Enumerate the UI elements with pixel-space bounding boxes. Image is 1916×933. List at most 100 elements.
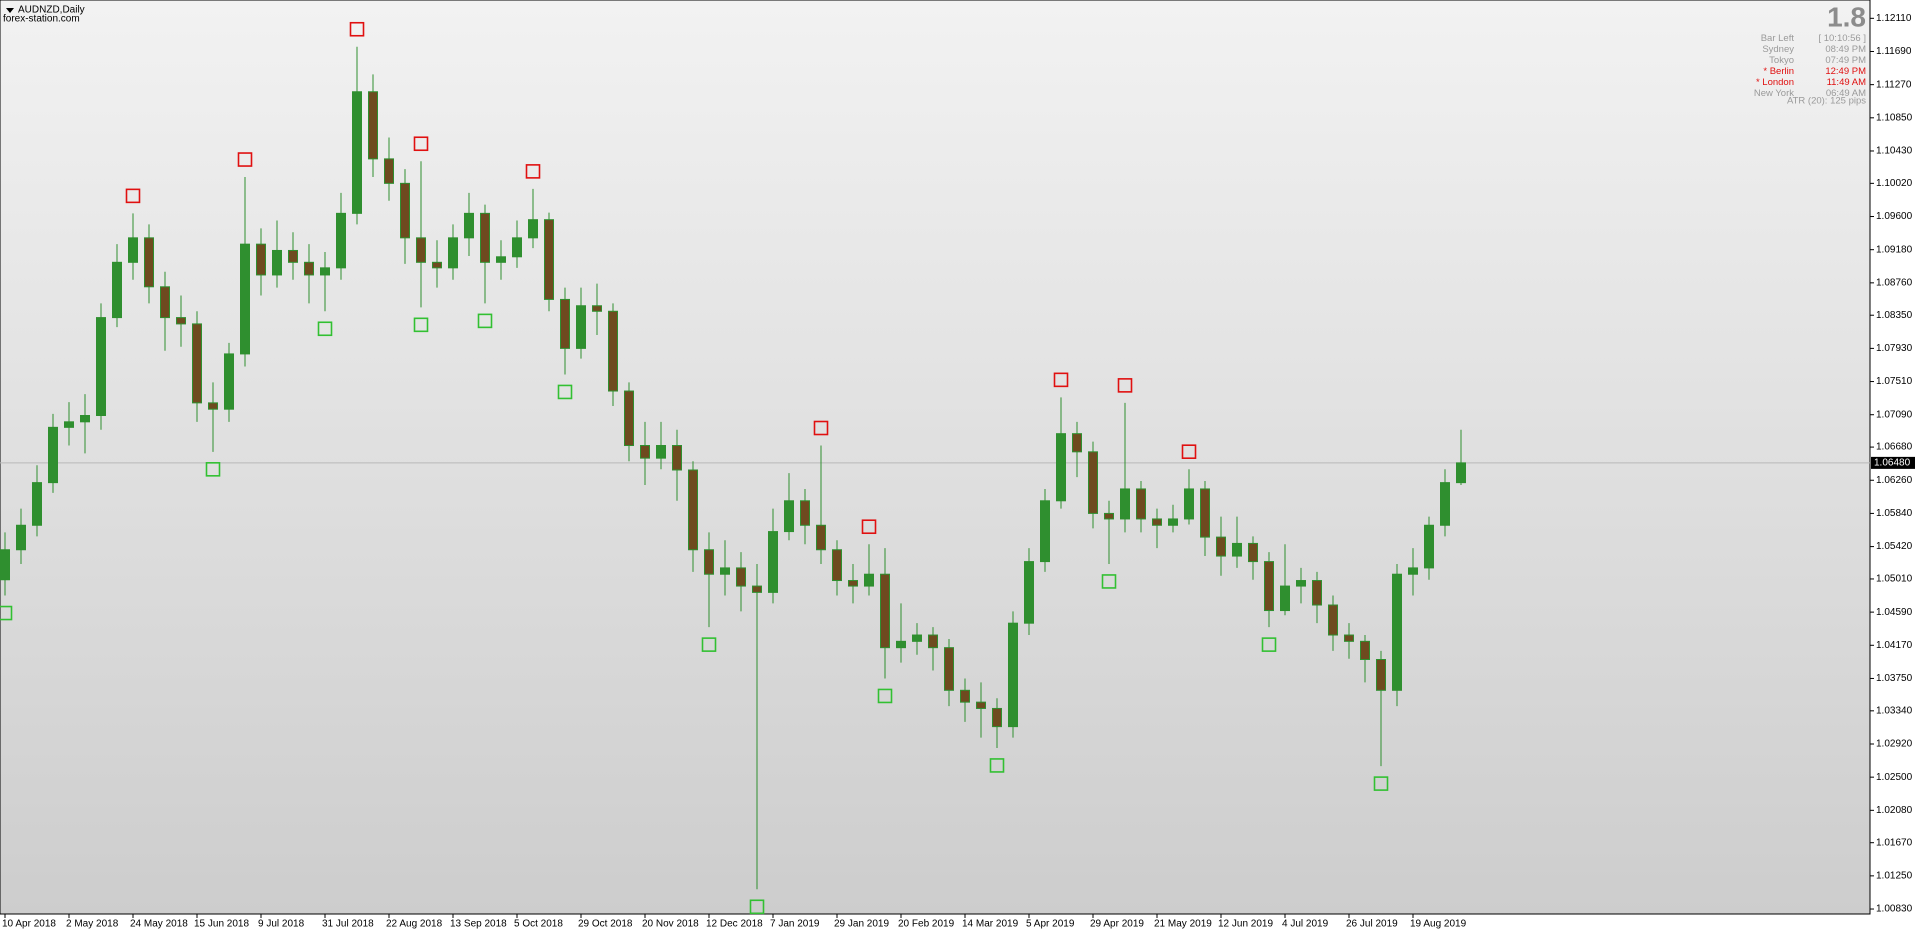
- candle-body: [1088, 451, 1098, 514]
- fractal-up-marker: [525, 164, 541, 179]
- fractal-down-marker: [749, 899, 765, 915]
- candle-body: [672, 445, 682, 471]
- candle-body: [384, 158, 394, 184]
- candle-body: [832, 549, 842, 582]
- candle-body: [528, 219, 538, 239]
- candle-body: [544, 219, 554, 300]
- candle-body: [1072, 433, 1082, 453]
- x-tick-label: 4 Jul 2019: [1282, 919, 1329, 930]
- fractal-up-marker: [813, 420, 829, 436]
- fractal-up-marker: [349, 21, 365, 37]
- x-tick-label: 22 Aug 2018: [386, 919, 443, 930]
- y-tick-label: 1.10020: [1876, 178, 1913, 189]
- info-label: Sydney: [1762, 44, 1794, 55]
- y-tick-label: 1.03340: [1876, 705, 1913, 716]
- candle-body: [448, 237, 458, 269]
- candle-body: [0, 549, 10, 581]
- x-tick-label: 12 Jun 2019: [1218, 919, 1273, 930]
- x-tick-label: 7 Jan 2019: [770, 919, 820, 930]
- y-tick-label: 1.00830: [1876, 904, 1913, 915]
- plot-area: [0, 0, 1871, 915]
- candle-body: [48, 426, 58, 484]
- candle-body: [416, 237, 426, 263]
- candle-body: [1312, 580, 1322, 606]
- candle-body: [1120, 488, 1130, 520]
- info-value: 12:49 PM: [1825, 66, 1866, 77]
- candle-body: [1376, 659, 1386, 691]
- candle-body: [1456, 462, 1466, 484]
- candle-body: [496, 256, 506, 263]
- info-value: 11:49 AM: [1827, 77, 1867, 88]
- x-tick-label: 15 Jun 2018: [194, 919, 249, 930]
- candle-body: [656, 445, 666, 459]
- y-tick-label: 1.08350: [1876, 310, 1913, 321]
- candle-body: [160, 286, 170, 319]
- fractal-down-marker: [1101, 574, 1117, 589]
- last-price-box: [1871, 456, 1915, 469]
- candle-body: [1392, 573, 1402, 691]
- x-tick-label: 20 Nov 2018: [642, 919, 699, 930]
- x-tick-label: 29 Jan 2019: [834, 919, 889, 930]
- candle-body: [1296, 580, 1306, 587]
- candle-body: [720, 567, 730, 575]
- y-tick-label: 1.01250: [1876, 871, 1913, 882]
- candle-body: [1232, 542, 1242, 557]
- candle-body: [432, 261, 442, 269]
- candle-body: [464, 212, 474, 239]
- candle-body: [960, 689, 970, 703]
- fractal-down-marker: [0, 605, 13, 621]
- candle-body: [128, 237, 138, 263]
- candle-body: [1280, 585, 1290, 612]
- fractal-up-marker: [125, 188, 141, 204]
- candle-body: [992, 707, 1002, 728]
- candle-body: [1360, 640, 1370, 661]
- x-tick-label: 13 Sep 2018: [450, 919, 507, 930]
- x-tick-label: 12 Dec 2018: [706, 919, 763, 930]
- y-tick-label: 1.09600: [1876, 211, 1913, 222]
- candle-body: [16, 524, 26, 551]
- y-tick-label: 1.07930: [1876, 343, 1913, 354]
- candle-body: [592, 305, 602, 312]
- y-tick-label: 1.04170: [1876, 640, 1913, 651]
- candle-body: [288, 249, 298, 263]
- candle-body: [1104, 512, 1114, 520]
- candle-body: [368, 91, 378, 160]
- candle-body: [560, 298, 570, 349]
- y-tick-label: 1.12110: [1876, 13, 1912, 24]
- candle-body: [512, 237, 522, 258]
- candle-body: [1136, 488, 1146, 520]
- x-tick-label: 5 Oct 2018: [514, 919, 563, 930]
- last-price-label: 1.06480: [1874, 458, 1911, 469]
- candle-body: [1248, 542, 1258, 563]
- candle-body: [1328, 604, 1338, 636]
- info-value: 07:49 PM: [1825, 55, 1866, 66]
- candle-body: [736, 567, 746, 587]
- fractal-down-marker: [1261, 637, 1277, 652]
- fractal-up-marker: [1117, 378, 1133, 393]
- candle-body: [256, 243, 266, 276]
- candle-body: [576, 305, 586, 349]
- candle-body: [240, 243, 250, 355]
- candle-body: [608, 310, 618, 392]
- candle-body: [400, 182, 410, 239]
- y-tick-label: 1.05420: [1876, 541, 1913, 552]
- fractal-up-marker: [1053, 372, 1069, 388]
- candle-body: [800, 500, 810, 526]
- candle-body: [688, 469, 698, 551]
- x-tick-label: 29 Oct 2018: [578, 919, 633, 930]
- candle-body: [480, 212, 490, 263]
- info-label: New York: [1754, 88, 1794, 99]
- y-tick-label: 1.04590: [1876, 607, 1913, 618]
- candle-body: [1056, 433, 1066, 502]
- x-tick-label: 26 Jul 2019: [1346, 919, 1398, 930]
- fractal-down-marker: [557, 384, 573, 400]
- y-tick-label: 1.06260: [1876, 475, 1913, 486]
- candle-body: [1024, 561, 1034, 624]
- fractal-down-marker: [1373, 776, 1389, 791]
- dropdown-icon[interactable]: [6, 8, 14, 13]
- candle-body: [112, 261, 122, 319]
- y-tick-label: 1.09180: [1876, 244, 1913, 255]
- candle-body: [1040, 500, 1050, 563]
- candle-body: [1184, 488, 1194, 520]
